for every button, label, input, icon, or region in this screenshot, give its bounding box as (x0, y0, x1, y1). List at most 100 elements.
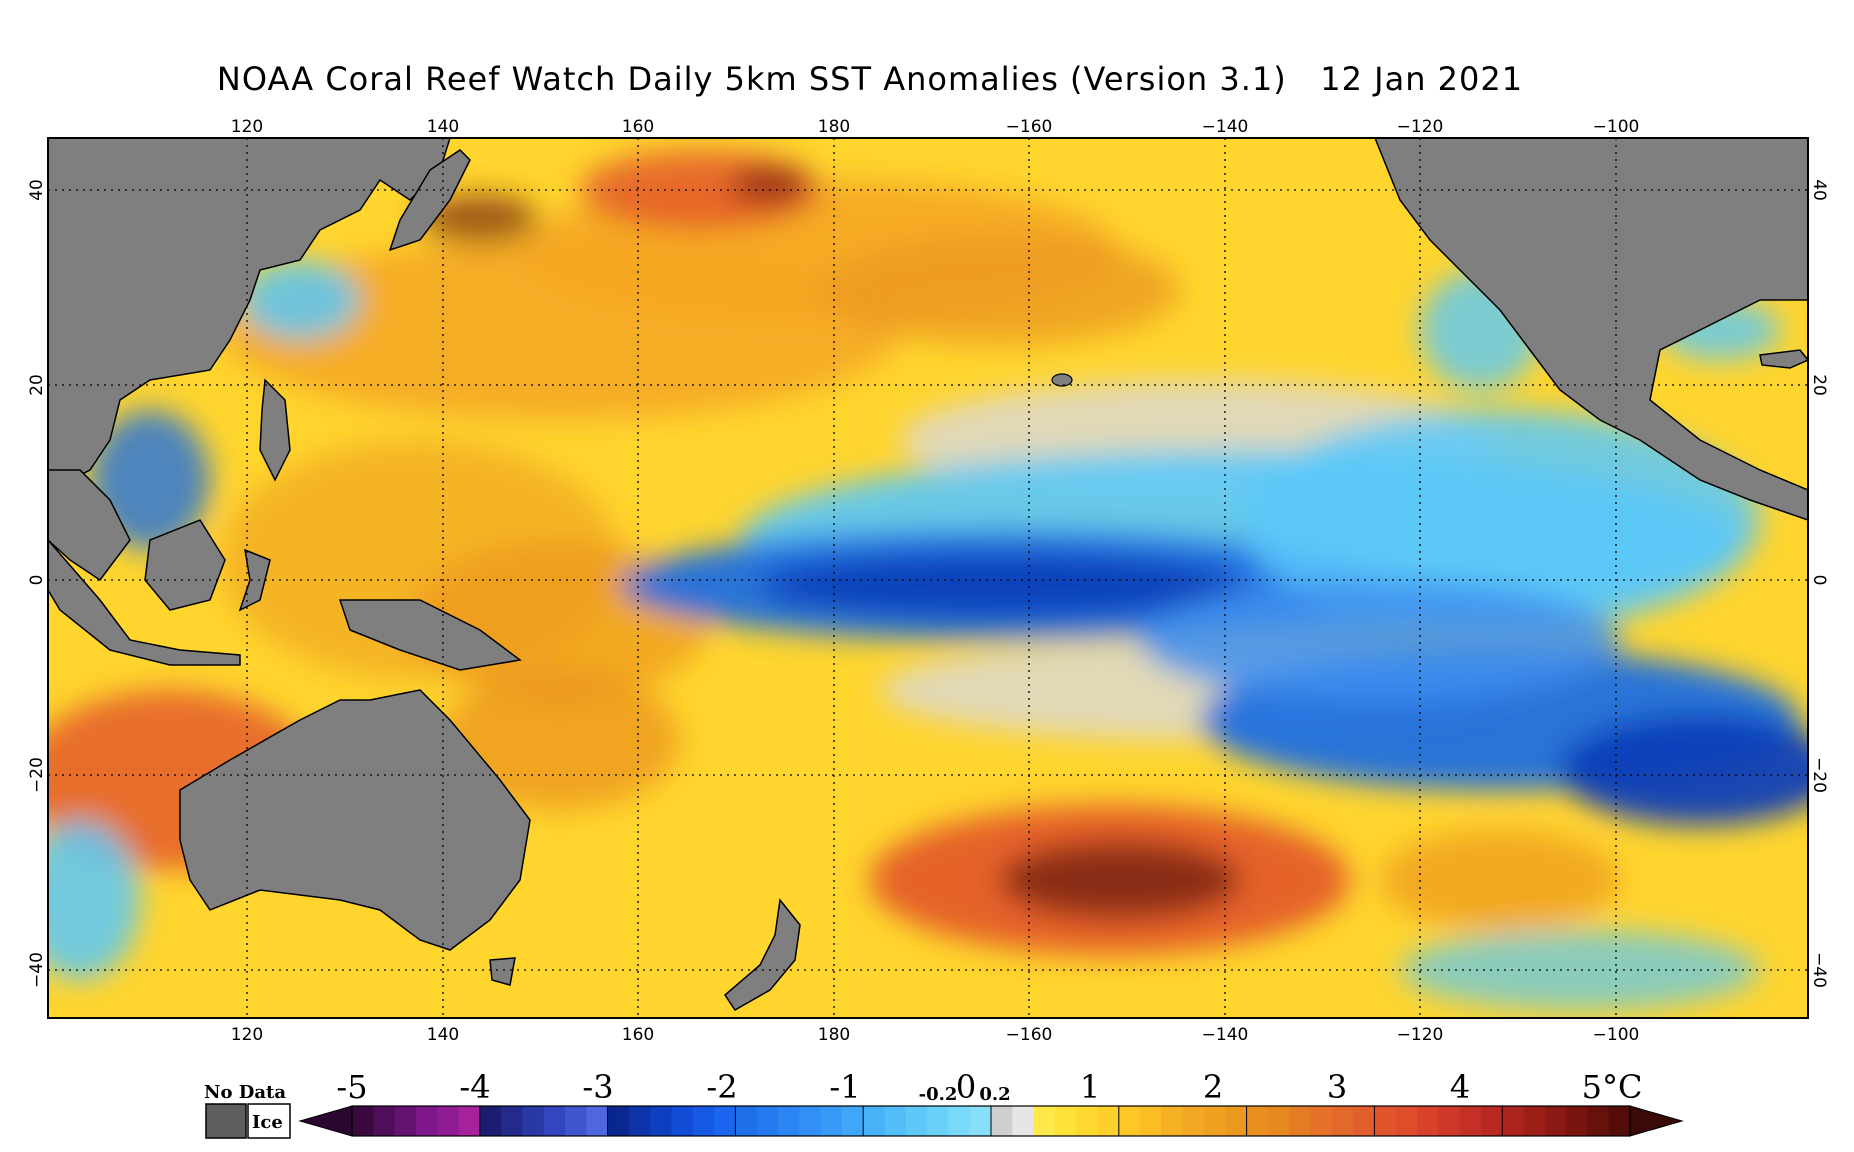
legend-tick-label: -1 (829, 1068, 860, 1106)
legend-swatch (1480, 1106, 1503, 1136)
right-lat-labels: 40 20 0 −20 −40 (1809, 179, 1829, 988)
lon-label: −120 (1397, 1025, 1444, 1045)
lat-label: 40 (27, 179, 47, 201)
legend-swatch (884, 1106, 907, 1136)
north-america-landmass (1374, 138, 1808, 521)
legend-tick-label: -2 (706, 1068, 737, 1106)
new-zealand-landmass (724, 898, 801, 1011)
legend-swatch (948, 1106, 971, 1136)
legend-swatch (820, 1106, 843, 1136)
lon-label: −140 (1202, 117, 1249, 137)
lon-label: 140 (427, 117, 459, 137)
legend-swatch (1225, 1106, 1248, 1136)
asia-landmass (48, 138, 451, 481)
legend-high-arrow (1629, 1105, 1684, 1137)
lon-label: 160 (622, 1025, 654, 1045)
legend-swatch (373, 1106, 396, 1136)
legend-swatch (352, 1106, 374, 1136)
lat-label: 20 (27, 374, 47, 396)
legend-swatch (1267, 1106, 1290, 1136)
legend-swatch (714, 1106, 736, 1136)
caribbean-islands (1759, 349, 1808, 369)
legend-swatch (586, 1106, 609, 1136)
legend-swatch (1246, 1106, 1269, 1136)
lon-label: 120 (231, 1025, 263, 1045)
legend-swatch (1523, 1106, 1546, 1136)
sumatra-java-landmass (48, 538, 241, 666)
legend-swatch (565, 1106, 587, 1136)
legend-swatch (1331, 1106, 1354, 1136)
legend-swatch (415, 1106, 438, 1136)
legend-swatch (1353, 1106, 1375, 1136)
philippines-landmass (259, 378, 291, 482)
legend-low-arrow (298, 1105, 353, 1137)
top-lon-labels: 120 140 160 180 −160 −140 −120 −100 (231, 117, 1640, 137)
legend-swatch (394, 1106, 417, 1136)
japan-landmass (388, 149, 471, 252)
lon-label: −100 (1593, 117, 1640, 137)
legend-swatch (1566, 1106, 1588, 1136)
legend-swatch (927, 1106, 949, 1136)
legend-swatch (1097, 1106, 1120, 1136)
legend-swatch (1374, 1106, 1397, 1136)
map-frame (47, 137, 1809, 1019)
legend-swatch (778, 1106, 800, 1136)
legend-swatch (1459, 1106, 1482, 1136)
legend-swatch (543, 1106, 566, 1136)
legend-tick-label: 0 (956, 1068, 976, 1106)
lat-label: −20 (1809, 757, 1829, 793)
lon-label: −100 (1593, 1025, 1640, 1045)
legend-tick-label: -5 (336, 1068, 367, 1106)
hawaii-islands (1051, 373, 1073, 387)
legend-swatch (1502, 1106, 1525, 1136)
legend-swatch (969, 1106, 992, 1136)
legend-tick-label: 1 (1080, 1068, 1100, 1106)
legend-swatch (437, 1106, 460, 1136)
legend-swatch (607, 1106, 630, 1136)
legend-swatch (1182, 1106, 1205, 1136)
lat-label: 40 (1809, 179, 1829, 201)
lon-label: 160 (622, 117, 654, 137)
new-guinea-landmass (338, 599, 522, 671)
legend-swatch (1438, 1106, 1461, 1136)
legend-swatch (841, 1106, 864, 1136)
legend-swatch (522, 1106, 545, 1136)
legend-swatch (1417, 1106, 1439, 1136)
legend-tick-label: -0.2 (919, 1084, 958, 1105)
legend-swatch (501, 1106, 523, 1136)
lon-label: −160 (1006, 1025, 1053, 1045)
legend-swatch (1395, 1106, 1418, 1136)
legend-swatch (905, 1106, 928, 1136)
legend-tick-label: 4 (1450, 1068, 1470, 1106)
legend-swatch (756, 1106, 779, 1136)
legend-tick-label: -4 (459, 1068, 490, 1106)
legend-swatch (1033, 1106, 1056, 1136)
legend-swatch (1204, 1106, 1226, 1136)
legend-swatch (1544, 1106, 1567, 1136)
lat-label: 0 (1809, 575, 1829, 586)
color-legend: No Data Ice -5 -4 -3 -2 -1 -0.2 0 0.2 1 … (204, 1068, 1684, 1139)
legend-no-data-label: No Data (204, 1082, 286, 1103)
lon-label: 180 (818, 1025, 850, 1045)
legend-swatch (863, 1106, 886, 1136)
left-lat-labels: 40 20 0 −20 −40 (27, 179, 47, 988)
legend-tick-label: 0.2 (979, 1084, 1010, 1105)
legend-swatch (1118, 1106, 1141, 1136)
legend-swatch (628, 1106, 651, 1136)
legend-swatch (799, 1106, 822, 1136)
tasmania-landmass (489, 957, 516, 986)
legend-swatch (1140, 1106, 1162, 1136)
legend-swatch (1608, 1106, 1631, 1136)
legend-swatch (692, 1106, 715, 1136)
legend-tick-label: 2 (1203, 1068, 1223, 1106)
legend-swatch (735, 1106, 758, 1136)
legend-border (351, 1105, 1631, 1137)
legend-swatch (1054, 1106, 1077, 1136)
legend-swatch (479, 1106, 502, 1136)
lat-label: −40 (1809, 952, 1829, 988)
lat-label: −40 (27, 952, 47, 988)
legend-swatch (671, 1106, 694, 1136)
legend-swatch (991, 1106, 1013, 1136)
legend-tick-label: -3 (582, 1068, 613, 1106)
